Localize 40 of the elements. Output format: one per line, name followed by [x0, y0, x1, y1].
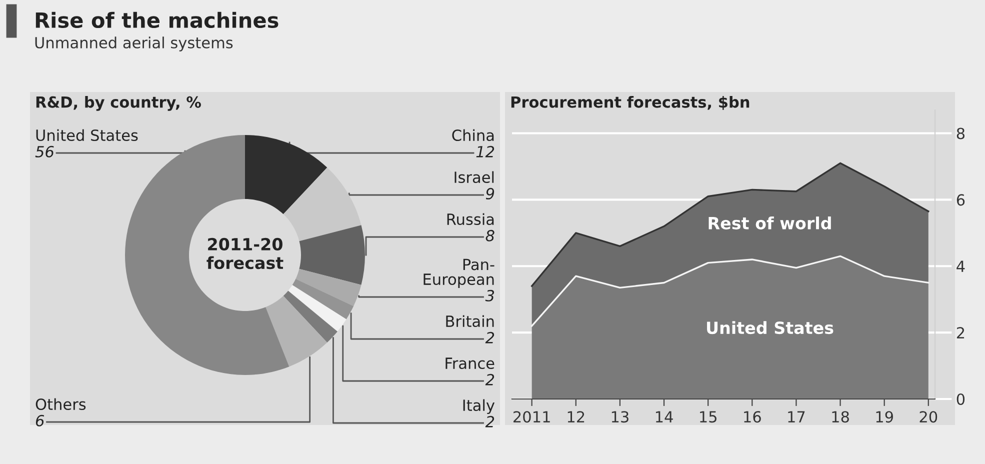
chart-title: R&D, by country, %	[36, 96, 201, 111]
slice-label: Italy	[463, 399, 495, 414]
data-label: 9	[486, 188, 494, 200]
data-label: 2	[485, 374, 494, 386]
data-label: 12	[476, 146, 494, 158]
text: Rise of the machines	[36, 12, 278, 28]
slice-label: Britain	[446, 315, 494, 328]
text: Unmanned aerial systems	[35, 36, 233, 52]
y-tick-label: 4	[956, 260, 965, 272]
slice-label: Russia	[447, 213, 494, 226]
x-tick-label: 2011	[514, 411, 550, 423]
chart-title: Procurement forecasts, $bn	[511, 96, 750, 110]
x-tick-label: 16	[744, 411, 761, 423]
x-tick-label: 18	[832, 411, 849, 423]
text: 2011-20 forecast	[206, 238, 284, 270]
x-tick-label: 12	[568, 411, 584, 422]
x-tick-label: 17	[788, 411, 805, 422]
slice-label: Israel	[454, 171, 494, 184]
y-tick-label: 8	[956, 128, 965, 140]
series-label: United States	[707, 321, 834, 334]
slice-label: Pan- European	[424, 258, 494, 288]
data-label: 2	[485, 416, 494, 428]
data-label: 8	[486, 230, 494, 242]
x-tick-label: 19	[876, 411, 893, 423]
y-tick-label: 2	[956, 327, 964, 338]
x-tick-label: 13	[612, 411, 628, 423]
y-tick-label: 0	[956, 393, 965, 406]
x-tick-label: 20	[920, 411, 938, 423]
data-label: 6	[36, 414, 44, 426]
slice-label: Others	[36, 398, 86, 410]
slice-label: China	[452, 129, 494, 142]
y-tick-label: 6	[956, 194, 965, 206]
data-label: 56	[35, 146, 54, 158]
x-tick-label: 14	[656, 411, 673, 422]
series-label: Rest of world	[708, 216, 831, 230]
data-label: 3	[485, 290, 494, 302]
slice-label: United States	[36, 129, 138, 142]
x-tick-label: 15	[700, 411, 716, 423]
data-label: 2	[485, 332, 494, 344]
slice-label: France	[446, 358, 494, 370]
